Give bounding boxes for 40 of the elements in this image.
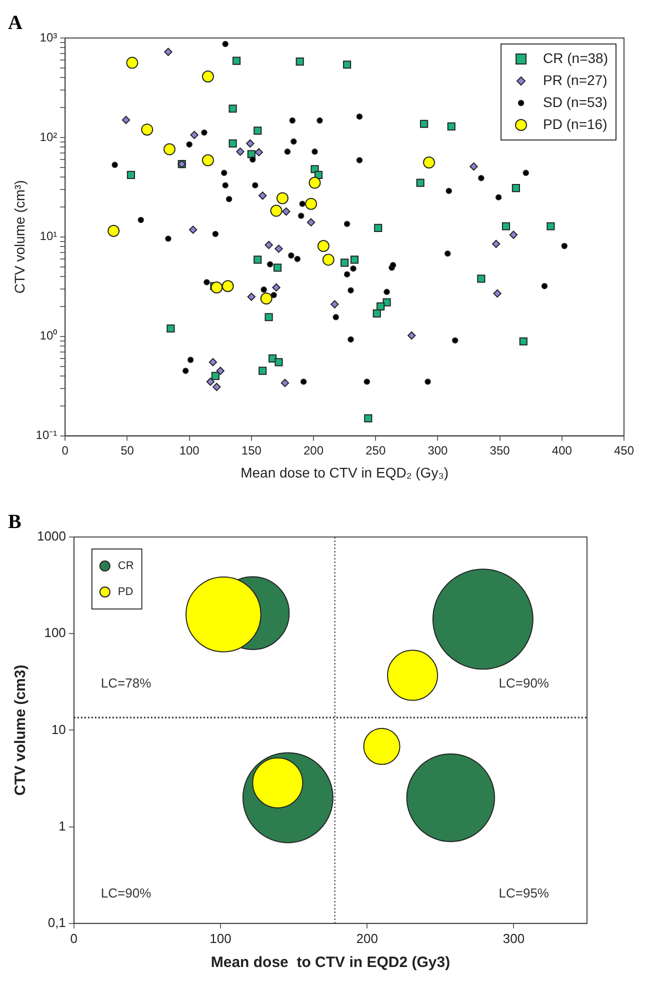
legend-label: PR (n=27)	[543, 72, 608, 88]
y-tick-label: 10¹	[40, 229, 58, 244]
chart-title: B	[8, 511, 22, 534]
y-axis-title: CTV volume (cm³)	[11, 180, 28, 294]
y-tick-label: 10	[51, 722, 66, 737]
x-tick-label: 50	[120, 443, 134, 458]
legend-label: CR (n=38)	[543, 50, 608, 66]
chart-title: A	[8, 12, 23, 34]
x-tick-label: 150	[241, 443, 262, 458]
y-tick-label: 10⁰	[40, 328, 58, 343]
x-tick-label: 400	[552, 443, 572, 458]
annotation: LC=78%	[100, 676, 152, 691]
y-tick-label: 0,1	[48, 914, 66, 930]
x-tick-label: 300	[428, 443, 448, 458]
x-tick-label: 100	[179, 443, 200, 458]
legend-label: PD	[118, 586, 134, 598]
annotation: LC=95%	[498, 885, 550, 900]
x-axis-title: Mean dose to CTV in EQD2 (Gy3)	[210, 954, 450, 972]
x-tick-label: 250	[366, 443, 386, 458]
legend-label: CR	[118, 560, 134, 572]
x-tick-label: 0	[70, 930, 78, 946]
x-tick-label: 200	[356, 930, 378, 946]
annotation: LC=90%	[100, 885, 152, 900]
x-tick-label: 450	[614, 443, 634, 458]
y-tick-label: 1	[58, 818, 66, 834]
legend-label: PD (n=16)	[543, 116, 608, 132]
x-tick-label: 200	[304, 443, 324, 458]
annotation: LC=90%	[498, 676, 550, 691]
x-tick-label: 100	[210, 930, 232, 946]
y-tick-label: 10²	[40, 130, 58, 144]
y-tick-label: 100	[44, 625, 66, 640]
y-tick-label: 1000	[37, 528, 66, 544]
x-tick-label: 350	[490, 443, 510, 458]
legend-label: SD (n=53)	[543, 94, 608, 110]
y-tick-label: 10³	[40, 30, 58, 44]
x-axis-title: Mean dose to CTV in EQD₂ (Gy₃)	[240, 464, 449, 480]
x-tick-label: 300	[502, 930, 525, 946]
x-tick-label: 0	[62, 443, 69, 458]
y-axis-title: CTV volume (cm3)	[12, 664, 30, 796]
y-tick-label: 10⁻¹	[36, 428, 58, 442]
